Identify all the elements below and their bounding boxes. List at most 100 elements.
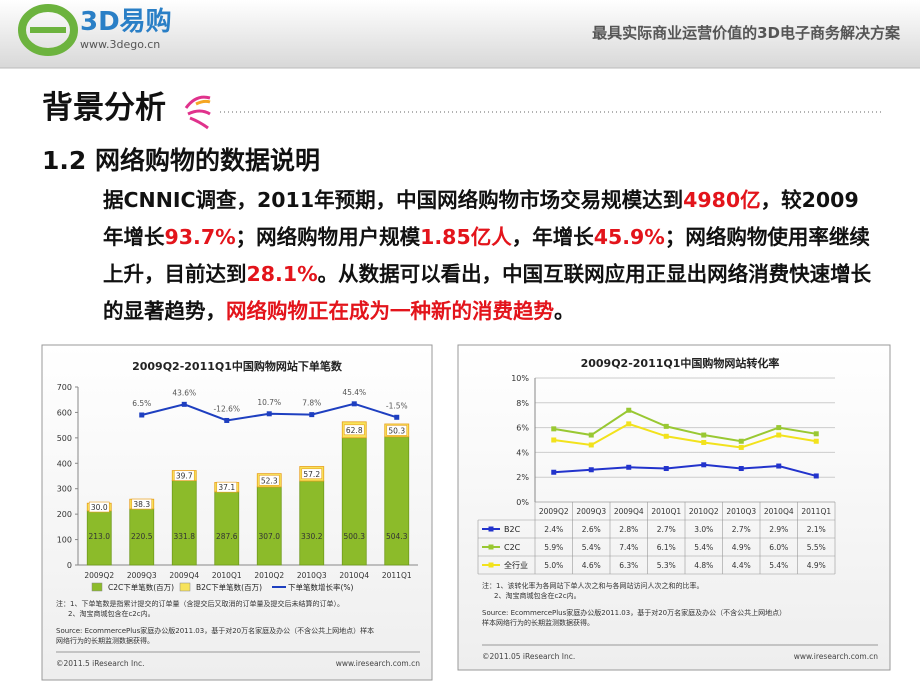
data-label: 10.7% [257, 398, 281, 407]
data-label: 37.1 [218, 483, 235, 492]
data-label: 330.2 [301, 532, 323, 541]
marker [813, 438, 819, 444]
note: 注：1、下单笔数是指累计提交的订单量（含提交后又取消的订单量及提交后未结算的订单… [56, 599, 344, 608]
source: Source: EcommercePlus家庭办公版2011.03，基于对20万… [56, 626, 374, 635]
table-value: 3.0% [694, 525, 713, 534]
x-tick-label: 2009Q3 [127, 571, 157, 580]
body-text: ，较2009年增长 [103, 188, 859, 249]
marker [701, 462, 707, 468]
x-tick-label: 2009Q4 [614, 507, 644, 516]
y-tick-label: 700 [57, 383, 72, 392]
table-value: 6.3% [619, 561, 638, 570]
legend-swatch [488, 562, 494, 568]
body-text: 。 [554, 299, 575, 323]
body-text: ，年增长 [511, 225, 594, 249]
legend-label: C2C下单笔数(百万) [108, 582, 174, 592]
legend-label: B2C [504, 525, 521, 534]
table-value: 6.0% [769, 543, 788, 552]
marker [738, 444, 744, 450]
title-ornament [195, 99, 211, 106]
table-value: 2.7% [732, 525, 751, 534]
table-value: 2.7% [657, 525, 676, 534]
table-value: 5.5% [807, 543, 826, 552]
x-tick-label: 2010Q4 [764, 507, 794, 516]
highlight-text: 45.9% [593, 225, 665, 249]
data-label: -12.6% [213, 404, 240, 413]
slide-subtitle: 1.2 网络购物的数据说明 [42, 146, 320, 175]
y-tick-label: 2% [516, 473, 529, 482]
label-box [301, 468, 323, 480]
line [553, 463, 817, 477]
table-value: 5.0% [544, 561, 563, 570]
table-value: 2.9% [769, 525, 788, 534]
logo-url: www.3dego.cn [80, 38, 160, 51]
chart-frame [457, 344, 891, 671]
data-label: 50.3 [388, 426, 405, 435]
line [553, 422, 817, 449]
data-label: 62.8 [346, 426, 363, 435]
table-value: 4.6% [582, 561, 601, 570]
line [553, 409, 817, 443]
website: www.iresearch.com.cn [336, 659, 421, 668]
marker [181, 401, 187, 407]
y-tick-label: 8% [516, 399, 529, 408]
marker [813, 431, 819, 437]
table-value: 2.6% [582, 525, 601, 534]
y-tick-label: 400 [57, 459, 72, 468]
body-text: 据CNNIC调查，2011年预期，中国网络购物市场交易规模达到 [103, 188, 684, 212]
data-label: 220.5 [131, 532, 153, 541]
marker [551, 426, 557, 432]
marker [776, 425, 782, 431]
y-tick-label: 600 [57, 408, 72, 417]
marker [701, 439, 707, 445]
paragraph: 据CNNIC调查，2011年预期，中国网络购物市场交易规模达到4980亿，较20… [103, 182, 873, 330]
marker [588, 467, 594, 473]
source: 网络行为的长期监测数据获得。 [56, 636, 154, 645]
source: 样本网络行为的长期监测数据获得。 [482, 618, 594, 627]
y-tick-label: 100 [57, 536, 72, 545]
data-label: 39.7 [176, 472, 193, 481]
note: 2、淘宝商城包含在c2c内。 [68, 609, 155, 618]
label-box [386, 425, 408, 436]
logo-mark [18, 4, 78, 56]
data-label: 45.4% [342, 388, 366, 397]
marker [701, 432, 707, 438]
marker [626, 407, 632, 413]
label-box [216, 481, 238, 493]
data-label: 30.0 [91, 503, 108, 512]
bar-segment [129, 508, 155, 566]
label-box [173, 470, 195, 481]
table-value: 5.4% [694, 543, 713, 552]
data-label: 287.6 [216, 532, 238, 541]
legend-swatch [488, 526, 494, 532]
data-label: 331.8 [174, 532, 196, 541]
data-label: 307.0 [259, 532, 281, 541]
marker [588, 442, 594, 448]
marker [776, 432, 782, 438]
marker [738, 438, 744, 444]
title-ornament [184, 95, 211, 130]
highlight-text: 28.1% [246, 262, 318, 286]
header-bg [0, 0, 920, 68]
x-tick-label: 2010Q3 [297, 571, 327, 580]
label-box [131, 498, 153, 510]
table-value: 2.1% [807, 525, 826, 534]
legend-swatch [91, 582, 103, 592]
body-text: ；网络购物使用率继续上升，目前达到 [103, 225, 870, 286]
data-label: 38.3 [133, 500, 150, 509]
x-tick-label: 2010Q2 [254, 571, 284, 580]
table-value: 2.8% [619, 525, 638, 534]
legend-swatch [179, 582, 191, 592]
body-text: ；网络购物用户规模 [235, 225, 421, 249]
label-box [343, 424, 365, 436]
table-value: 7.4% [619, 543, 638, 552]
data-label: -1.5% [386, 401, 408, 410]
bar-segment [171, 480, 197, 566]
x-tick-label: 2010Q4 [339, 571, 369, 580]
x-tick-label: 2010Q2 [689, 507, 719, 516]
y-tick-label: 500 [57, 434, 72, 443]
marker [663, 466, 669, 472]
y-tick-label: 300 [57, 485, 72, 494]
bar-segment [341, 437, 367, 566]
